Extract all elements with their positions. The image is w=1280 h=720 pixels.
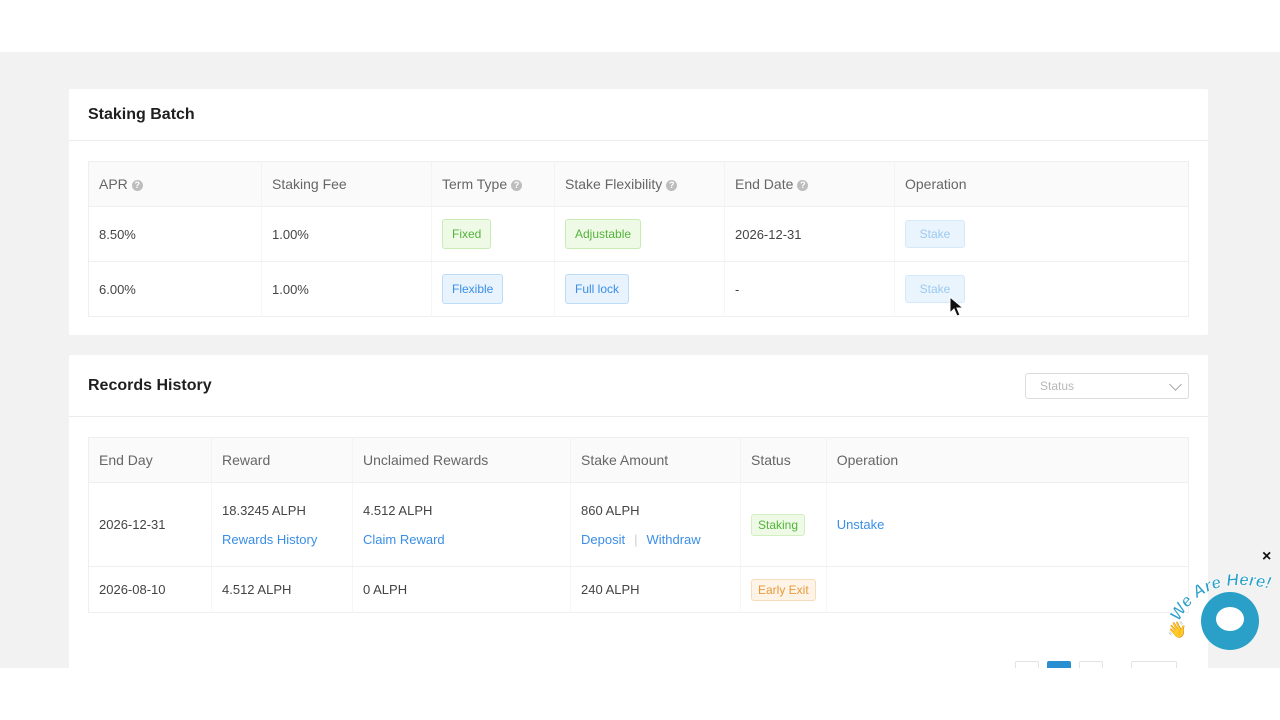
reward-cell: 18.3245 ALPH Rewards History xyxy=(211,482,353,567)
column-header-status: Status xyxy=(740,437,827,483)
column-header-operation: Operation xyxy=(894,161,1189,207)
term-cell: Flexible xyxy=(431,261,555,317)
staking-batch-card: Staking Batch APR? Staking Fee Term Type… xyxy=(69,89,1208,335)
column-header-end-day: End Day xyxy=(88,437,212,483)
table-row: 8.50% 1.00% Fixed Adjustable 2026-12-31 … xyxy=(88,206,1189,262)
mouse-cursor-icon xyxy=(949,296,965,317)
stake-amount-cell: 240 ALPH xyxy=(570,566,741,613)
reward-value: 18.3245 ALPH xyxy=(222,502,306,518)
flexibility-tag: Adjustable xyxy=(565,219,642,249)
column-header-apr: APR? xyxy=(88,161,262,207)
staking-batch-header: Staking Batch xyxy=(69,89,1208,141)
operation-cell xyxy=(825,566,1189,613)
withdraw-link[interactable]: Withdraw xyxy=(646,531,701,547)
column-header-reward: Reward xyxy=(211,437,353,483)
chevron-down-icon xyxy=(1169,378,1182,391)
staking-batch-table: APR? Staking Fee Term Type? Stake Flexib… xyxy=(88,161,1189,317)
table-row: 6.00% 1.00% Flexible Full lock - Stake xyxy=(89,261,1189,317)
column-header-end-date: End Date? xyxy=(724,161,895,207)
pagination xyxy=(1015,661,1177,668)
waving-hand-icon: 👋 xyxy=(1167,622,1187,639)
fee-cell: 1.00% xyxy=(261,261,432,317)
page-background: Staking Batch APR? Staking Fee Term Type… xyxy=(0,52,1280,668)
chat-bubble-inner xyxy=(1216,607,1244,631)
close-chat-widget-button[interactable]: × xyxy=(1262,548,1272,565)
unstake-link[interactable]: Unstake xyxy=(836,517,885,532)
table-header-row: End Day Reward Unclaimed Rewards Stake A… xyxy=(88,437,1189,483)
term-type-tag: Fixed xyxy=(442,219,492,249)
records-history-title: Records History xyxy=(88,376,212,394)
table-row: 2026-08-10 4.512 ALPH 0 ALPH 240 ALPH Ea… xyxy=(89,566,1189,613)
status-cell: Early Exit xyxy=(740,566,827,613)
link-separator: | xyxy=(634,531,638,547)
flexibility-tag: Full lock xyxy=(565,274,630,304)
end-day-cell: 2026-08-10 xyxy=(99,582,166,597)
column-header-operation: Operation xyxy=(825,437,1189,483)
flex-cell: Adjustable xyxy=(554,206,725,262)
next-page-button[interactable] xyxy=(1079,661,1103,668)
page-button-current[interactable] xyxy=(1047,661,1071,668)
page-size-select[interactable] xyxy=(1131,661,1177,668)
status-select-placeholder: Status xyxy=(1040,379,1075,393)
term-cell: Fixed xyxy=(431,206,555,262)
unclaimed-value: 4.512 ALPH xyxy=(363,502,433,518)
prev-page-button[interactable] xyxy=(1015,661,1039,668)
stake-button[interactable]: Stake xyxy=(905,220,965,248)
deposit-link[interactable]: Deposit xyxy=(581,531,626,547)
status-cell: Staking xyxy=(740,482,827,567)
operation-cell: Unstake xyxy=(825,482,1189,567)
operation-cell: Stake xyxy=(894,206,1189,262)
operation-cell: Stake xyxy=(894,261,1189,317)
unclaimed-cell: 0 ALPH xyxy=(352,566,571,613)
reward-cell: 4.512 ALPH xyxy=(211,566,353,613)
fee-cell: 1.00% xyxy=(261,206,432,262)
column-header-term-type: Term Type? xyxy=(431,161,555,207)
help-icon[interactable]: ? xyxy=(666,179,678,191)
table-row: 2026-12-31 18.3245 ALPH Rewards History … xyxy=(88,482,1189,567)
term-type-tag: Flexible xyxy=(442,274,504,304)
rewards-history-link[interactable]: Rewards History xyxy=(222,531,318,547)
apr-cell: 8.50% xyxy=(88,206,262,262)
column-header-stake-amount: Stake Amount xyxy=(570,437,741,483)
help-icon[interactable]: ? xyxy=(131,179,143,191)
help-icon[interactable]: ? xyxy=(797,179,809,191)
column-header-staking-fee: Staking Fee xyxy=(261,161,432,207)
chat-bubble-icon[interactable] xyxy=(1201,592,1259,650)
stake-amount-value: 860 ALPH xyxy=(581,502,640,518)
help-icon[interactable]: ? xyxy=(511,179,523,191)
claim-reward-link[interactable]: Claim Reward xyxy=(363,531,445,547)
unclaimed-cell: 4.512 ALPH Claim Reward xyxy=(352,482,571,567)
end-date-cell: 2026-12-31 xyxy=(724,206,895,262)
status-badge: Staking xyxy=(751,513,806,536)
stake-amount-cell: 860 ALPH Deposit | Withdraw xyxy=(570,482,741,567)
end-date-cell: - xyxy=(724,261,895,317)
table-header-row: APR? Staking Fee Term Type? Stake Flexib… xyxy=(88,161,1189,207)
column-header-unclaimed-rewards: Unclaimed Rewards xyxy=(352,437,571,483)
records-history-header: Records History Status xyxy=(69,355,1208,417)
status-filter-select[interactable]: Status xyxy=(1025,373,1189,399)
staking-batch-title: Staking Batch xyxy=(88,105,195,123)
stake-button[interactable]: Stake xyxy=(905,275,965,303)
flex-cell: Full lock xyxy=(554,261,725,317)
column-header-stake-flexibility: Stake Flexibility? xyxy=(554,161,725,207)
status-badge: Early Exit xyxy=(751,578,816,601)
records-history-card: Records History Status End Day Reward Un… xyxy=(69,355,1208,668)
end-day-cell: 2026-12-31 xyxy=(88,482,212,567)
apr-cell: 6.00% xyxy=(99,281,136,297)
records-history-table: End Day Reward Unclaimed Rewards Stake A… xyxy=(88,437,1189,613)
